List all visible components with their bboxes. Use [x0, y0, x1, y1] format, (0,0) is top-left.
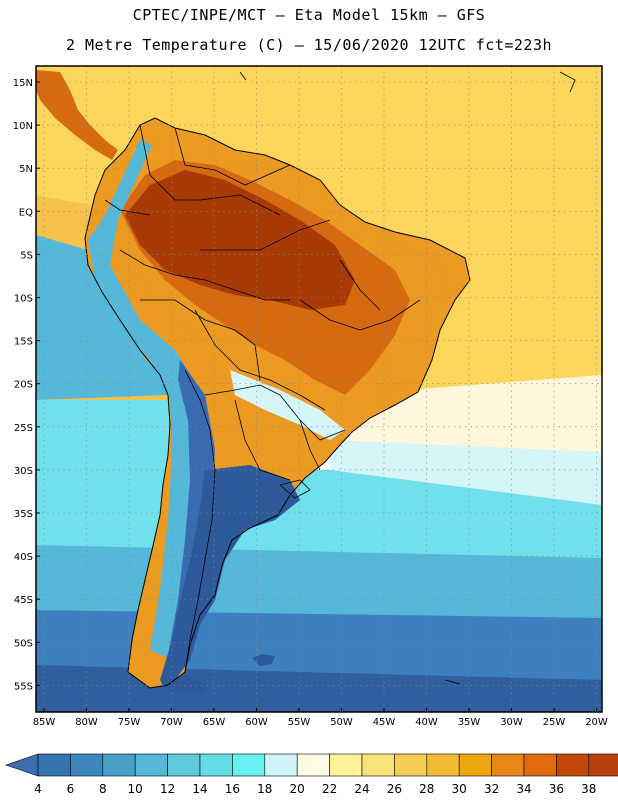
land-southern-cone	[160, 465, 300, 680]
andes-cool-strip	[88, 140, 205, 660]
map-frame	[35, 65, 603, 713]
lat-label: 5N	[19, 164, 33, 175]
colorbar-label: 30	[452, 782, 467, 796]
lon-label: 75W	[118, 717, 141, 728]
colorbar-swatch	[70, 753, 104, 777]
colorbar-label: 36	[549, 782, 564, 796]
country-borders	[104, 124, 421, 673]
temperature-colorbar: 4 6 8 10 12 14 16 18 20 22 24 26 28 30 32 34 36 38	[5, 753, 618, 796]
colorbar-label: 18	[257, 782, 272, 796]
land-hot-zone-core	[125, 170, 355, 310]
ocean-pacific-cyan	[36, 235, 168, 400]
colorbar-label: 34	[516, 782, 531, 796]
colorbar-label: 26	[387, 782, 402, 796]
colorbar-swatch	[556, 753, 590, 777]
falkland-islands	[252, 654, 275, 666]
colorbar-swatch	[102, 753, 136, 777]
colorbar-label: 6	[67, 782, 75, 796]
colorbar-label: 16	[225, 782, 240, 796]
colorbar-swatch	[394, 753, 428, 777]
lat-label: 30S	[14, 466, 33, 477]
colorbar-label: 14	[192, 782, 207, 796]
colorbar-swatch	[361, 753, 395, 777]
colorbar-label: 32	[484, 782, 499, 796]
colorbar-swatch	[232, 753, 266, 777]
lon-label: 85W	[33, 717, 56, 728]
lat-label: 5S	[20, 250, 33, 261]
lon-label: 50W	[330, 717, 353, 728]
longitude-labels: 85W 80W 75W 70W 65W 60W 55W 50W 45W 40W 35W 30W 25W 2…	[33, 708, 608, 728]
lon-label: 45W	[373, 717, 396, 728]
colorbar-label: 10	[128, 782, 143, 796]
lon-label: 40W	[415, 717, 438, 728]
colorbar-label: 8	[99, 782, 107, 796]
colorbar-label: 38	[581, 782, 596, 796]
colorbar-swatch	[329, 753, 363, 777]
lat-label: 45S	[14, 595, 33, 606]
lon-label: 30W	[500, 717, 523, 728]
central-america-landmass	[36, 70, 118, 160]
lat-label: 20S	[14, 380, 33, 391]
tierra-del-fuego	[160, 675, 210, 694]
lat-label: 40S	[14, 552, 33, 563]
colorbar-swatch	[199, 753, 233, 777]
lat-label: 50S	[14, 638, 33, 649]
andes-high-strip	[168, 360, 215, 660]
graticule	[36, 66, 602, 712]
colorbar-swatch	[296, 753, 330, 777]
lon-label: 35W	[458, 717, 481, 728]
lat-label: 55S	[14, 681, 33, 692]
lon-label: 65W	[203, 717, 226, 728]
colorbar-swatch	[264, 753, 298, 777]
lon-label: 25W	[543, 717, 566, 728]
colorbar-low-arrow	[5, 753, 39, 777]
colorbar-label: 4	[34, 782, 42, 796]
colorbar-label: 22	[322, 782, 337, 796]
latitude-labels: 15N 10N 5N EQ 5S 10S 15S 20S 25S 30S 35S 40S 45S 50S 5…	[13, 78, 40, 692]
lakes-and-islands	[239, 71, 576, 685]
lon-label: 20W	[585, 717, 608, 728]
colorbar-swatch	[491, 753, 525, 777]
ocean-mid-band	[36, 545, 602, 620]
lat-label: 25S	[14, 423, 33, 434]
lon-label: 70W	[160, 717, 183, 728]
colorbar-swatch	[167, 753, 201, 777]
colorbar-swatch	[426, 753, 460, 777]
lat-label: 10S	[14, 294, 33, 305]
lon-label: 60W	[245, 717, 268, 728]
lon-label: 55W	[288, 717, 311, 728]
lat-label: 15S	[14, 337, 33, 348]
map-title-line1: CPTEC/INPE/MCT – Eta Model 15km – GFS	[132, 6, 486, 24]
lat-label: 10N	[13, 121, 33, 132]
colorbar-label: 28	[419, 782, 434, 796]
colorbar-label: 24	[354, 782, 369, 796]
colorbar-swatch	[523, 753, 557, 777]
colorbar-swatch	[588, 753, 618, 777]
colorbar-label: 20	[290, 782, 305, 796]
colorbar-label: 12	[160, 782, 175, 796]
lon-label: 80W	[75, 717, 98, 728]
lat-label: 15N	[13, 78, 33, 89]
colorbar-swatch	[134, 753, 168, 777]
lat-label: EQ	[19, 207, 33, 218]
lat-label: 35S	[14, 509, 33, 520]
colorbar-swatch	[458, 753, 492, 777]
colorbar-swatch	[37, 753, 71, 777]
map-title-line2: 2 Metre Temperature (C) – 15/06/2020 12U…	[65, 36, 553, 54]
